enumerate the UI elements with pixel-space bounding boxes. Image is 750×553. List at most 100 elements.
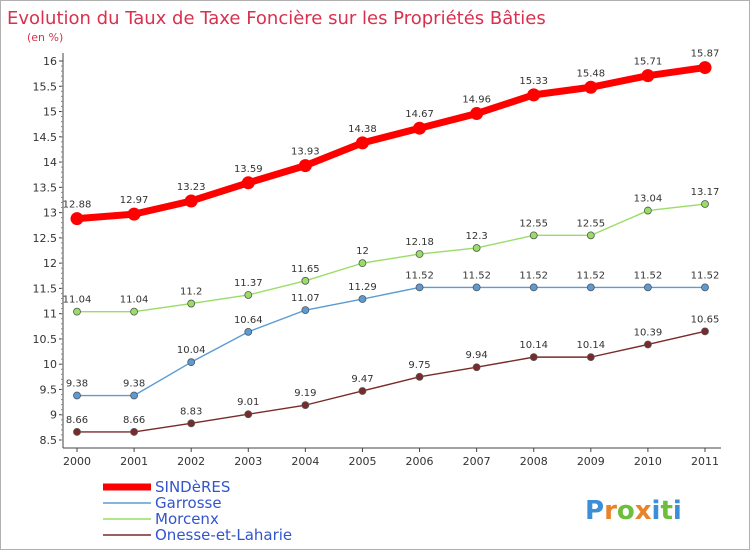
y-tick-label: 12.5: [33, 232, 58, 245]
proxiti-logo: Proxiti: [585, 496, 682, 526]
data-label: 13.93: [291, 147, 320, 158]
data-point: [644, 340, 652, 349]
x-tick-label: 2008: [520, 455, 548, 468]
data-point: [472, 244, 481, 252]
brand-letter: i: [652, 496, 661, 526]
brand-letter: r: [604, 496, 617, 526]
y-tick-label: 9: [50, 409, 57, 422]
legend-label: Morcenx: [155, 510, 219, 528]
series-line: [77, 286, 705, 397]
data-label: 8.83: [180, 406, 202, 417]
y-tick-label: 13.5: [33, 181, 58, 194]
series-onesse-et-laharie: 8.66 8.66 8.83 9.01 9.19 9.47 9.75 9.94 10.14 10.…: [66, 314, 720, 436]
x-tick-label: 2007: [463, 455, 491, 468]
data-label: 14.96: [462, 95, 491, 106]
data-label: 10.14: [519, 340, 548, 351]
brand-letter: i: [673, 496, 682, 526]
data-label: 12.97: [120, 195, 149, 206]
data-point: [298, 159, 312, 173]
x-tick-label: 2003: [234, 455, 262, 468]
data-label: 13.23: [177, 182, 206, 193]
series-sind-res: 12.88 12.97 13.23 13.59 13.93 14.38 14.67 14.96…: [63, 49, 719, 226]
data-point: [301, 401, 310, 410]
series-morcenx: 11.04 11.04 11.2 11.37 11.65 12 12.18 12.3 12.55…: [63, 187, 719, 316]
x-tick-label: 2004: [291, 455, 319, 468]
data-label: 11.52: [634, 270, 663, 281]
data-point: [584, 80, 598, 94]
series-line: [77, 330, 706, 433]
data-label: 11.52: [691, 270, 720, 281]
data-label: 11.52: [405, 270, 434, 281]
data-point: [244, 327, 253, 336]
data-point: [701, 283, 709, 292]
data-point: [644, 283, 652, 292]
data-point: [527, 88, 541, 102]
y-tick-label: 8.5: [40, 434, 58, 447]
legend-label: Garrosse: [155, 494, 222, 512]
axes: 8.5 9 9.5 10 10.5 11 11.5 12 12.5 13 13.5 14 14.5 15 1…: [33, 53, 721, 468]
y-tick-label: 16: [43, 55, 57, 68]
chart-subtitle: (en %): [27, 31, 63, 44]
data-label: 12.18: [405, 237, 434, 248]
brand-letter: x: [635, 496, 652, 526]
y-tick-label: 9.5: [40, 383, 58, 396]
data-point: [187, 358, 196, 367]
data-label: 15.33: [519, 76, 548, 87]
data-label: 12: [356, 246, 369, 257]
data-point: [701, 200, 709, 208]
data-label: 9.94: [466, 350, 488, 361]
data-label: 11.04: [120, 295, 149, 306]
data-label: 14.38: [348, 124, 377, 135]
data-label: 11.52: [519, 270, 548, 281]
data-point: [130, 391, 138, 400]
data-point: [358, 295, 367, 303]
data-point: [698, 61, 712, 75]
chart-title: Evolution du Taux de Taxe Foncière sur l…: [7, 8, 546, 29]
data-label: 13.04: [634, 194, 663, 205]
data-label: 11.07: [291, 293, 320, 304]
data-label: 14.67: [405, 109, 434, 120]
data-point: [301, 276, 310, 285]
x-tick-label: 2010: [634, 455, 662, 468]
data-label: 10.65: [691, 314, 720, 325]
data-point: [586, 283, 595, 292]
legend-label: Onesse-et-Laharie: [155, 526, 292, 544]
data-label: 13.59: [234, 164, 263, 175]
data-label: 11.52: [576, 270, 605, 281]
series-line: [76, 64, 706, 223]
data-point: [529, 353, 538, 362]
data-point: [301, 306, 310, 315]
data-point: [73, 391, 81, 400]
data-point: [415, 283, 424, 292]
y-tick-label: 13: [43, 207, 57, 220]
y-tick-label: 11.5: [33, 282, 58, 295]
data-label: 12.55: [576, 218, 605, 229]
data-point: [472, 363, 481, 372]
data-point: [415, 372, 424, 381]
data-point: [470, 107, 484, 121]
x-tick-label: 2002: [177, 455, 205, 468]
data-label: 12.3: [466, 231, 488, 242]
y-tick-label: 15: [43, 106, 57, 119]
data-point: [241, 176, 255, 190]
data-point: [70, 212, 84, 226]
brand-letter: o: [617, 496, 635, 526]
data-label: 9.47: [351, 374, 373, 385]
data-point: [529, 283, 538, 292]
x-tick-label: 2001: [120, 455, 148, 468]
data-label: 12.88: [63, 200, 92, 211]
data-label: 11.04: [63, 295, 92, 306]
data-label: 11.52: [462, 270, 491, 281]
data-label: 9.38: [66, 379, 88, 390]
data-point: [127, 207, 141, 221]
data-label: 12.55: [519, 218, 548, 229]
data-label: 10.64: [234, 315, 263, 326]
x-tick-label: 2006: [406, 455, 434, 468]
data-point: [73, 307, 81, 316]
y-tick-label: 11: [43, 308, 57, 321]
x-tick-label: 2005: [348, 455, 376, 468]
data-point: [529, 231, 538, 240]
data-point: [586, 353, 595, 362]
